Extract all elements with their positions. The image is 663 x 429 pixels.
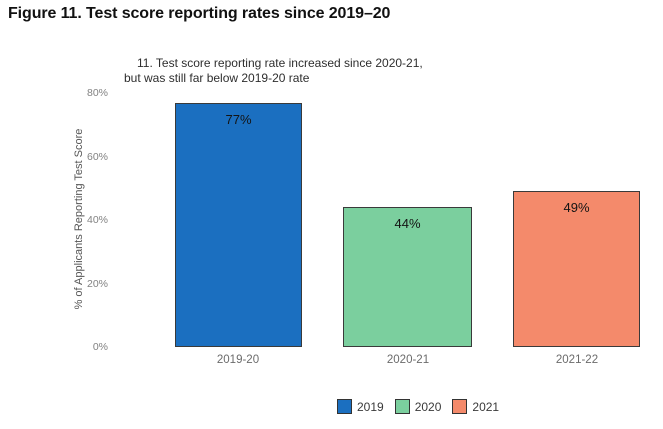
x-tick-2019-20: 2019-20: [216, 354, 260, 366]
y-tick-0: 0%: [92, 341, 108, 353]
legend-label-2021: 2021: [472, 399, 500, 414]
bar-2021-22: 49%: [513, 191, 640, 347]
bar-2019-20: 77%: [175, 103, 302, 347]
bar-value-label-2019-20: 77%: [225, 112, 252, 127]
y-tick-40: 40%: [86, 214, 108, 226]
bar-value-label-2021-22: 49%: [563, 200, 590, 215]
x-tick-2020-21: 2020-21: [386, 354, 430, 366]
bar-2020-21: 44%: [343, 207, 472, 347]
legend-item-2021: 2021: [452, 399, 499, 414]
bar-value-label-2020-21: 44%: [394, 216, 421, 231]
x-tick-2021-22: 2021-22: [555, 354, 599, 366]
y-tick-80: 80%: [86, 87, 108, 99]
chart-subtitle: 11. Test score reporting rate increased …: [124, 56, 423, 86]
legend: 2019 2020 2021: [337, 399, 499, 414]
chart-subtitle-line-1: 11. Test score reporting rate increased …: [137, 56, 423, 70]
legend-swatch-2019: [337, 399, 352, 414]
legend-swatch-2020: [394, 399, 410, 414]
legend-item-2020: 2020: [394, 399, 442, 414]
legend-item-2019: 2019: [337, 399, 384, 414]
y-tick-60: 60%: [86, 151, 108, 163]
legend-label-2020: 2020: [414, 399, 442, 414]
figure-title: Figure 11. Test score reporting rates si…: [8, 5, 391, 22]
y-tick-20: 20%: [86, 278, 108, 290]
legend-label-2019: 2019: [357, 399, 384, 414]
legend-swatch-2021: [452, 399, 468, 414]
chart-subtitle-line-2: but was still far below 2019-20 rate: [124, 71, 310, 85]
